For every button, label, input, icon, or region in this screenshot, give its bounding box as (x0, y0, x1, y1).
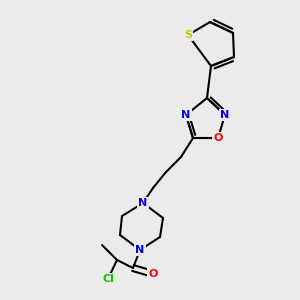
Text: Cl: Cl (102, 274, 114, 284)
Text: O: O (148, 269, 158, 279)
Text: N: N (138, 198, 148, 208)
Text: O: O (213, 133, 223, 143)
Text: N: N (182, 110, 190, 120)
Text: N: N (135, 245, 145, 255)
Text: N: N (220, 110, 230, 120)
Text: S: S (184, 30, 192, 40)
